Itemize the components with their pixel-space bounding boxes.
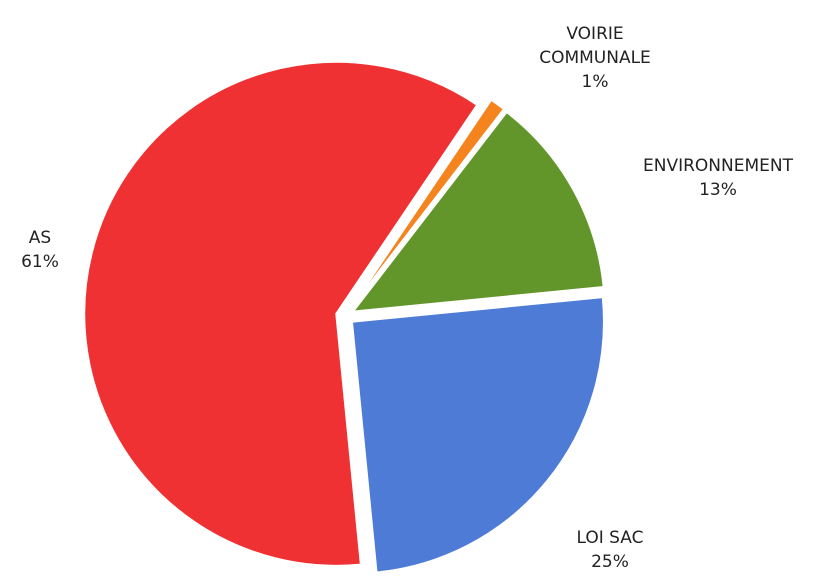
- slice-percent: 61%: [21, 252, 59, 272]
- pie-slice: [83, 60, 479, 567]
- slice-label: ENVIRONNEMENT 13%: [608, 154, 824, 202]
- slice-name: ENVIRONNEMENT: [643, 156, 793, 176]
- pie-slice: [350, 296, 605, 574]
- pie-slice: [349, 98, 506, 310]
- slice-percent: 13%: [699, 180, 737, 200]
- slice-label: AS 61%: [0, 226, 80, 274]
- slice-name: AS: [28, 228, 52, 248]
- slice-percent: 25%: [591, 552, 629, 572]
- slice-name: VOIRIE COMMUNALE: [539, 24, 651, 68]
- slice-label: VOIRIE COMMUNALE 1%: [530, 22, 660, 94]
- slice-percent: 1%: [581, 72, 609, 92]
- pie-slice: [350, 110, 605, 313]
- slice-label: LOI SAC 25%: [540, 526, 680, 574]
- slice-name: LOI SAC: [576, 528, 644, 548]
